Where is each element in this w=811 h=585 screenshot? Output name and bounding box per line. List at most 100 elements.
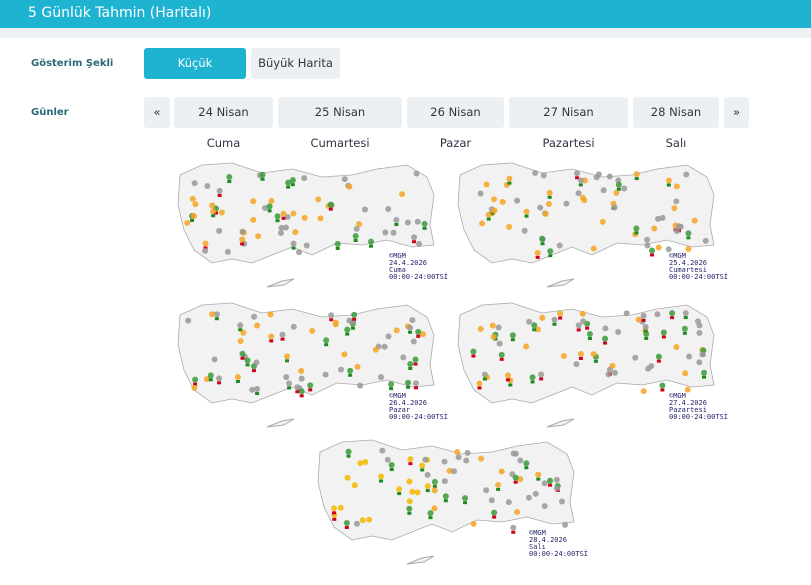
rain-icon <box>425 489 430 493</box>
weather-icon <box>491 509 498 516</box>
weather-icon <box>202 240 209 247</box>
rain-icon <box>471 354 476 358</box>
rain-icon <box>408 366 413 370</box>
rain-icon <box>412 240 417 244</box>
weather-icon <box>615 328 622 335</box>
rain-icon <box>535 255 540 259</box>
weather-icon <box>640 388 647 395</box>
weather-icon <box>431 487 438 494</box>
weather-icon <box>682 310 689 317</box>
weather-icon <box>481 371 488 378</box>
weather-icon <box>478 455 485 462</box>
next-day-button[interactable]: » <box>724 97 749 128</box>
map-caption: ©MGM 24.4.2026 Cuma 00:00-24:00TSİ <box>389 252 449 281</box>
weather-icon <box>479 220 486 227</box>
day-tab-26[interactable]: 26 Nisan Pazar <box>407 97 504 150</box>
weather-icon <box>586 331 593 338</box>
weather-icon <box>514 197 521 204</box>
weather-icon <box>354 363 361 370</box>
day-tab-24[interactable]: 24 Nisan Cuma <box>174 97 273 150</box>
rain-icon <box>656 359 661 363</box>
weather-icon <box>504 372 511 379</box>
weather-icon <box>309 327 316 334</box>
weather-icon <box>255 233 262 240</box>
large-map-button[interactable]: Büyük Harita <box>251 48 340 79</box>
rain-icon <box>683 316 688 320</box>
weather-icon <box>491 207 498 214</box>
forecast-map-24[interactable]: ©MGM 24.4.2026 Cuma 00:00-24:00TSİ <box>172 155 448 295</box>
rain-icon <box>368 244 373 248</box>
prev-day-button[interactable]: « <box>144 97 170 128</box>
weather-icon <box>356 221 363 228</box>
weather-icon <box>315 196 322 203</box>
day-tab-25[interactable]: 25 Nisan Cumartesi <box>278 97 402 150</box>
weather-icon <box>344 474 351 481</box>
rain-icon <box>548 483 553 487</box>
rain-icon <box>420 468 425 472</box>
rain-icon <box>389 468 394 472</box>
forecast-map-28[interactable]: ©MGM 28.4.2026 Salı 00:00-24:00TSİ <box>312 432 588 572</box>
rain-icon <box>345 332 350 336</box>
rain-icon <box>530 380 535 384</box>
weather-icon <box>648 363 655 370</box>
weather-icon <box>239 350 246 357</box>
weather-icon <box>250 216 257 223</box>
rain-icon <box>260 177 265 181</box>
weather-icon <box>510 450 517 457</box>
weather-icon <box>542 210 549 217</box>
day-tab-28[interactable]: 28 Nisan Salı <box>633 97 719 150</box>
weather-icon <box>414 489 421 496</box>
weather-icon <box>523 208 530 215</box>
weather-icon <box>259 171 266 178</box>
weather-icon <box>696 329 703 336</box>
weather-icon <box>615 177 622 184</box>
weather-icon <box>209 311 216 318</box>
weather-icon <box>446 467 453 474</box>
forecast-map-26[interactable]: ©MGM 26.4.2026 Pazar 00:00-24:00TSİ <box>172 295 448 435</box>
weather-icon <box>189 195 196 202</box>
rain-icon <box>238 328 243 332</box>
rain-icon <box>275 219 280 223</box>
weather-icon <box>218 209 225 216</box>
rain-icon <box>344 525 349 529</box>
weather-icon <box>462 495 469 502</box>
map-caption: ©MGM 26.4.2026 Pazar 00:00-24:00TSİ <box>389 392 449 421</box>
rain-icon <box>379 479 384 483</box>
rain-icon <box>240 242 245 246</box>
rain-icon <box>217 193 222 197</box>
weather-icon <box>237 338 244 345</box>
weather-icon <box>644 242 651 249</box>
weather-icon <box>551 316 558 323</box>
weather-icon <box>185 317 192 324</box>
weather-icon <box>267 311 274 318</box>
weather-icon <box>682 370 689 377</box>
weather-icon <box>249 386 256 393</box>
weather-icon <box>702 237 709 244</box>
weather-icon <box>213 311 220 318</box>
weather-icon <box>338 366 345 373</box>
small-maps-button[interactable]: Küçük Haritalar <box>144 48 246 101</box>
forecast-map-27[interactable]: ©MGM 27.4.2026 Pazartesi 00:00-24:00TSİ <box>452 295 728 435</box>
weather-icon <box>381 343 388 350</box>
rain-icon <box>486 217 491 221</box>
weather-icon <box>659 214 666 221</box>
weather-icon <box>691 217 698 224</box>
rain-icon <box>350 326 355 330</box>
weather-icon <box>660 329 667 336</box>
rain-icon <box>335 246 340 250</box>
rain-icon <box>416 334 421 338</box>
rain-icon <box>290 183 295 187</box>
rain-icon <box>245 363 250 367</box>
weather-icon <box>378 473 385 480</box>
weather-icon <box>574 170 581 177</box>
weather-icon <box>590 245 597 252</box>
rain-icon <box>585 326 590 330</box>
day-tab-27[interactable]: 27 Nisan Pazartesi <box>509 97 628 150</box>
weather-icon <box>553 485 560 492</box>
weather-icon <box>416 240 423 247</box>
weather-icon <box>539 236 546 243</box>
weather-icon <box>485 211 492 218</box>
forecast-map-25[interactable]: ©MGM 25.4.2026 Cumartesi 00:00-24:00TSİ <box>452 155 728 295</box>
weather-icon <box>632 354 639 361</box>
rain-icon <box>510 338 515 342</box>
